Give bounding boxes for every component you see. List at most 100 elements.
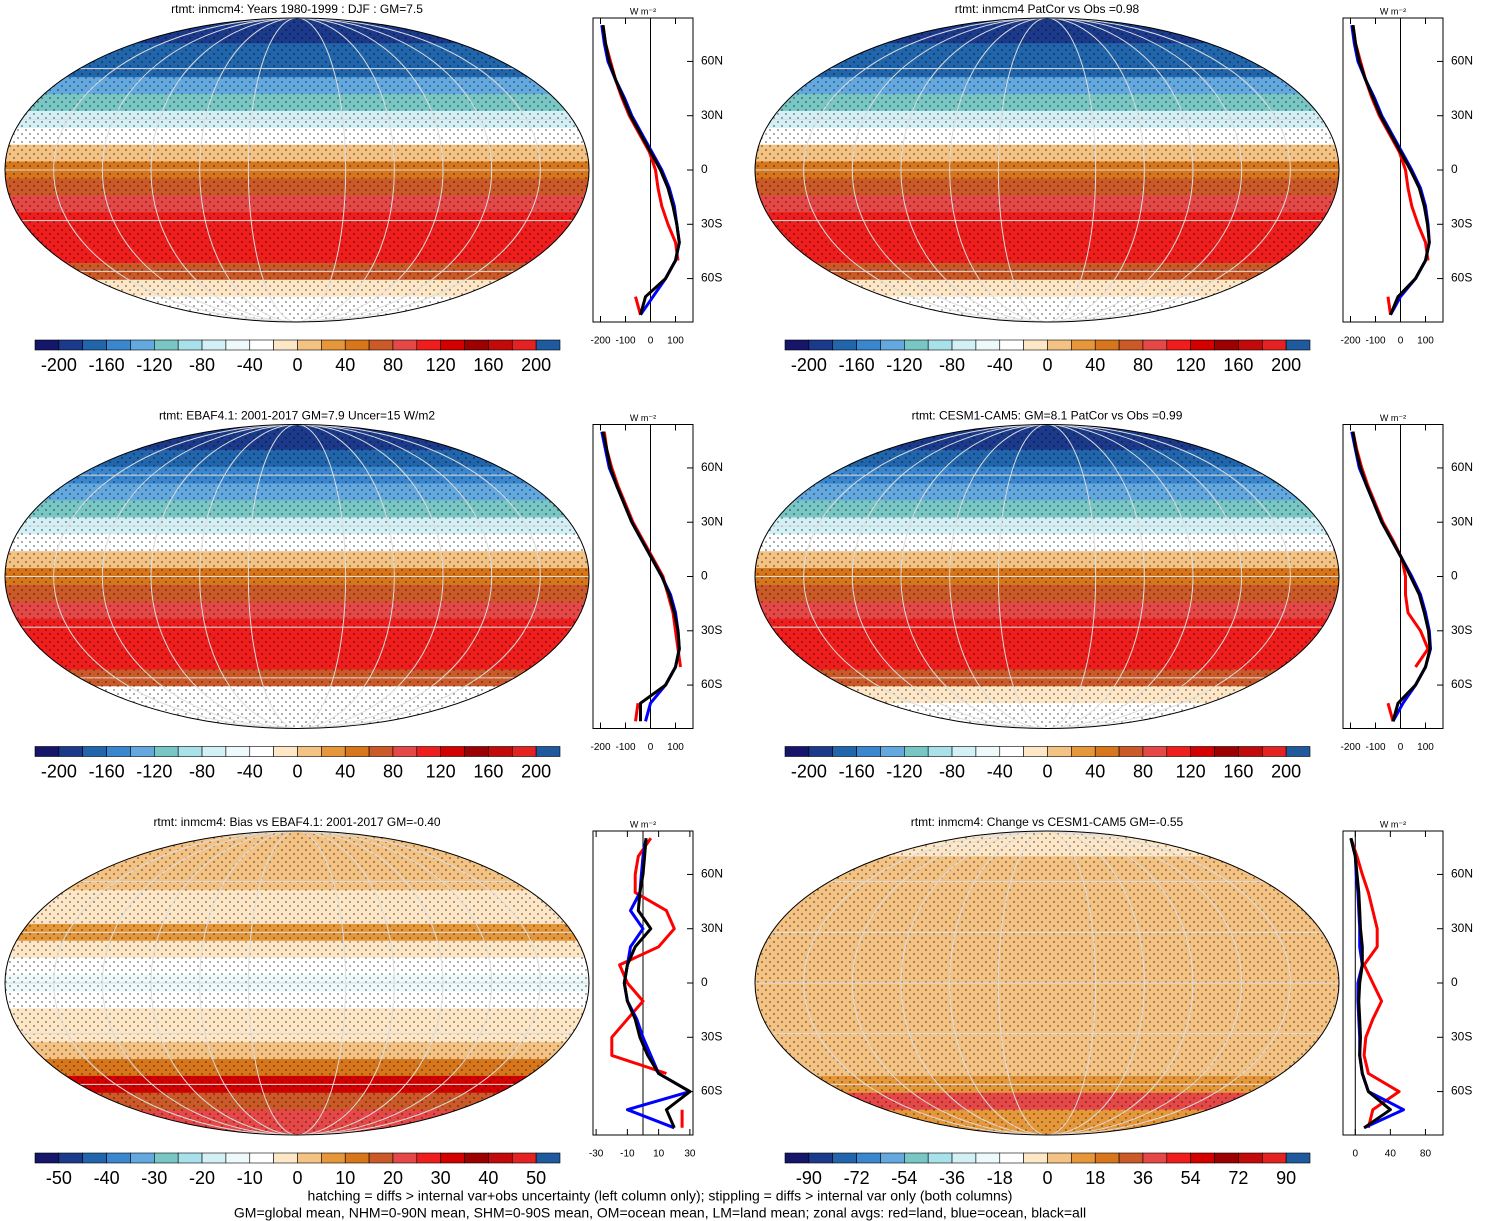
y-tick-label: 30N <box>1451 108 1473 122</box>
colorbar-box <box>1047 339 1072 351</box>
x-tick-label: 0 <box>648 336 654 347</box>
colorbar-box <box>416 746 441 757</box>
unit-label: W m⁻² <box>630 413 656 423</box>
colorbar-label: -40 <box>237 761 263 781</box>
y-tick-label: 0 <box>701 569 708 583</box>
colorbar-label: 80 <box>383 761 403 781</box>
panel-title: rtmt: inmcm4 PatCor vs Obs =0.98 <box>955 2 1140 16</box>
x-tick-label: 10 <box>653 1149 665 1160</box>
colorbar-box <box>34 746 60 757</box>
colorbar-box <box>511 746 537 757</box>
colorbar-box <box>975 746 1001 757</box>
colorbar-label: 120 <box>426 355 456 375</box>
colorbar-box <box>344 746 370 757</box>
zonal-line <box>1351 24 1431 316</box>
colorbar-label: -120 <box>136 761 172 781</box>
graticule <box>53 18 541 322</box>
panel: rtmt: inmcm4: Bias vs EBAF4.1: 2001-2017… <box>4 815 723 1188</box>
colorbar-box <box>34 1152 60 1164</box>
colorbar-box <box>273 339 298 351</box>
colorbar-box <box>1190 746 1215 757</box>
colorbar-label: 40 <box>335 355 355 375</box>
colorbar-box <box>249 339 274 351</box>
colorbar-label: 0 <box>1042 761 1052 781</box>
y-tick-label: 30S <box>701 1029 722 1043</box>
colorbar-box <box>927 746 953 757</box>
zonal-line <box>1349 837 1401 1129</box>
colorbar-label: 10 <box>335 1168 355 1188</box>
panel-title: rtmt: inmcm4: Change vs CESM1-CAM5 GM=-0… <box>911 815 1184 829</box>
y-tick-label: 30S <box>701 216 722 230</box>
x-tick-label: -100 <box>1365 336 1385 347</box>
y-tick-label: 60N <box>1451 867 1473 881</box>
colorbar-box <box>201 339 227 351</box>
graticule <box>150 424 444 729</box>
colorbar-box <box>1190 1152 1215 1164</box>
colorbar-label: -54 <box>891 1168 917 1188</box>
colorbar-label: -10 <box>237 1168 263 1188</box>
map-border <box>4 424 590 729</box>
colorbar-box <box>130 746 155 757</box>
x-tick-label: 40 <box>1385 1149 1397 1160</box>
colorbar-box <box>511 339 537 351</box>
colorbar-box <box>273 746 298 757</box>
colorbar-box <box>344 1152 370 1164</box>
colorbar-box <box>440 339 465 351</box>
colorbar-box <box>225 1152 251 1164</box>
graticule <box>150 18 444 322</box>
graticule <box>53 424 541 729</box>
colorbar-label: 90 <box>1276 1168 1296 1188</box>
x-tick-label: 0 <box>1398 336 1404 347</box>
colorbar-box <box>999 746 1024 757</box>
colorbar-label: -80 <box>189 761 215 781</box>
colorbar-label: 72 <box>1228 1168 1248 1188</box>
colorbar-label: 0 <box>1042 1168 1052 1188</box>
graticule <box>101 424 493 729</box>
colorbar-box <box>154 1152 179 1164</box>
colorbar-box <box>1142 1152 1168 1164</box>
colorbar-label: -36 <box>939 1168 965 1188</box>
map-border <box>4 830 590 1136</box>
x-tick-label: 0 <box>1352 1149 1358 1160</box>
colorbar-label: -160 <box>89 355 125 375</box>
colorbar-box <box>34 339 60 351</box>
colorbar-box <box>808 1152 834 1164</box>
colorbar-box <box>464 339 489 351</box>
colorbar-box <box>392 1152 418 1164</box>
colorbar-label: 160 <box>473 761 503 781</box>
y-tick-label: 60N <box>1451 460 1473 474</box>
colorbar-box <box>297 1152 322 1164</box>
colorbar-label: 200 <box>521 761 551 781</box>
colorbar-box <box>106 339 131 351</box>
graticule <box>247 424 347 729</box>
x-tick-label: 100 <box>667 336 684 347</box>
colorbar-box <box>344 339 370 351</box>
colorbar-box <box>927 1152 953 1164</box>
graticule <box>150 831 444 1135</box>
y-tick-label: 30S <box>1451 216 1472 230</box>
y-tick-label: 30N <box>701 921 723 935</box>
y-tick-label: 30S <box>701 623 722 637</box>
graticule <box>900 424 1194 729</box>
colorbar-box <box>321 339 346 351</box>
zonal-line <box>601 431 681 722</box>
x-tick-label: 100 <box>667 742 684 753</box>
x-tick-label: -10 <box>620 1149 635 1160</box>
zonal-lines <box>1350 24 1431 316</box>
graticule <box>851 18 1243 322</box>
graticule <box>101 18 493 322</box>
colorbar-label: -200 <box>41 355 77 375</box>
y-tick-label: 0 <box>701 162 708 176</box>
colorbar-box <box>1238 746 1263 757</box>
colorbar-box <box>488 746 513 757</box>
x-tick-label: -200 <box>1340 742 1360 753</box>
y-tick-label: 0 <box>1451 569 1458 583</box>
y-tick-label: 60N <box>701 867 723 881</box>
colorbar-box <box>856 746 881 757</box>
colorbar-label: 50 <box>526 1168 546 1188</box>
panel-title: rtmt: inmcm4: Bias vs EBAF4.1: 2001-2017… <box>153 815 440 829</box>
colorbar-box <box>225 339 251 351</box>
graticule <box>900 831 1194 1135</box>
unit-label: W m⁻² <box>1380 6 1406 16</box>
colorbar-box <box>297 746 322 757</box>
